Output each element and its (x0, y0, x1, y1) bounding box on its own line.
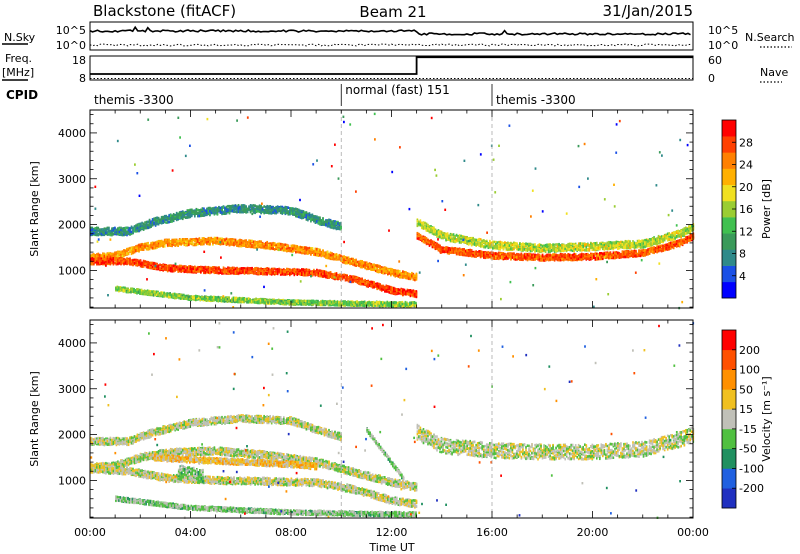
power-colorbar-swatch-3 (722, 233, 736, 249)
power-colorbar-tick-0: 28 (739, 136, 753, 149)
velocity-colorbar-swatch-1 (722, 468, 736, 488)
cpid-label: CPID (6, 88, 38, 102)
velocity-colorbar-swatch-0 (722, 488, 736, 508)
velocity-colorbar-swatch-5 (722, 389, 736, 409)
nave-tick-bottom: 0 (708, 72, 715, 85)
mhz-label: [MHz] (2, 66, 34, 79)
velocity-colorbar-tick-7: -200 (739, 482, 764, 495)
velocity-y-tick-2: 3000 (58, 383, 86, 396)
freq-trace (90, 57, 693, 74)
velocity-colorbar-tick-4: -15 (739, 423, 757, 436)
noise-left-tick-bottom: 10^0 (56, 39, 86, 52)
x-tick-0: 00:00 (74, 526, 106, 539)
x-axis-label: Time UT (368, 541, 414, 554)
noise-right-tick-top: 10^5 (708, 24, 738, 37)
freq-panel: Freq. [MHz] 18 8 60 0 Nave (2, 52, 788, 85)
x-tick-4: 16:00 (476, 526, 508, 539)
n-search-label: N.Search (745, 31, 795, 44)
power-colorbar-tick-2: 20 (739, 181, 753, 194)
velocity-y-tick-1: 2000 (58, 429, 86, 442)
freq-tick-bottom: 8 (79, 72, 86, 85)
nave-label: Nave (760, 66, 788, 79)
cpid-panel: CPID themis -3300 normal (fast) 151 themis… (6, 83, 576, 107)
date-title: 31/Jan/2015 (603, 2, 694, 20)
velocity-colorbar-tick-6: -100 (739, 462, 764, 475)
power-colorbar-swatch-2 (722, 249, 736, 265)
power-y-tick-3: 4000 (58, 127, 86, 140)
velocity-y-tick-0: 1000 (58, 474, 86, 487)
x-tick-6: 00:00 (677, 526, 709, 539)
velocity-colorbar-swatch-6 (722, 370, 736, 390)
power-colorbar: 28 24 20 16 12 8 4 (722, 120, 753, 298)
power-colorbar-swatch-6 (722, 185, 736, 201)
velocity-colorbar-swatch-8 (722, 330, 736, 350)
velocity-y-tick-3: 4000 (58, 337, 86, 350)
n-sky-trace (90, 27, 691, 35)
power-colorbar-tick-5: 8 (739, 248, 746, 261)
n-search-trace (90, 44, 691, 46)
velocity-colorbar-swatch-2 (722, 449, 736, 469)
n-sky-label: N.Sky (4, 31, 36, 44)
x-tick-2: 08:00 (275, 526, 307, 539)
power-colorbar-swatch-8 (722, 152, 736, 168)
velocity-colorbar-label: Velocity [m s⁻¹] (760, 376, 773, 461)
x-axis: 00:00 04:00 08:00 12:00 16:00 20:00 00:00 (74, 526, 709, 539)
power-colorbar-tick-4: 12 (739, 225, 753, 238)
radar-summary-plot: Blackstone (fitACF) Beam 21 31/Jan/2015 … (0, 0, 800, 554)
freq-label: Freq. (5, 52, 32, 65)
noise-left-tick-top: 10^5 (56, 24, 86, 37)
power-colorbar-label: Power [dB] (760, 179, 773, 239)
freq-tick-top: 18 (72, 54, 86, 67)
noise-panel: N.Sky 10^5 10^0 10^5 10^0 N.Search (2, 22, 795, 52)
power-colorbar-tick-3: 16 (739, 203, 753, 216)
power-colorbar-swatch-0 (722, 282, 736, 298)
station-title: Blackstone (fitACF) (93, 2, 236, 20)
velocity-colorbar-tick-5: -50 (739, 443, 757, 456)
velocity-colorbar: 200 100 50 15 -15 -50 -100 -200 (722, 330, 764, 508)
velocity-colorbar-swatch-4 (722, 409, 736, 429)
cpid-segment-2: themis -3300 (496, 93, 576, 107)
velocity-colorbar-tick-0: 200 (739, 344, 760, 357)
x-tick-5: 20:00 (577, 526, 609, 539)
power-colorbar-tick-6: 4 (739, 270, 746, 283)
nave-tick-top: 60 (708, 54, 722, 67)
cpid-segment-1: normal (fast) 151 (345, 83, 449, 97)
cpid-segment-0: themis -3300 (94, 93, 174, 107)
power-ylabel: Slant Range [km] (28, 161, 41, 257)
x-tick-3: 12:00 (376, 526, 408, 539)
velocity-panel: 1000 2000 3000 4000 Slant Range [km] (28, 320, 694, 519)
power-y-tick-0: 1000 (58, 264, 86, 277)
power-panel: 1000 2000 3000 4000 Slant Range [km] (28, 110, 694, 309)
velocity-colorbar-swatch-7 (722, 350, 736, 370)
velocity-colorbar-tick-3: 15 (739, 403, 753, 416)
velocity-colorbar-tick-2: 50 (739, 383, 753, 396)
power-colorbar-swatch-9 (722, 136, 736, 152)
power-y-tick-2: 3000 (58, 173, 86, 186)
power-colorbar-swatch-10 (722, 120, 736, 136)
velocity-ylabel: Slant Range [km] (28, 371, 41, 467)
power-colorbar-swatch-1 (722, 266, 736, 282)
beam-title: Beam 21 (359, 3, 426, 21)
power-colorbar-tick-1: 24 (739, 159, 753, 172)
noise-right-tick-bottom: 10^0 (708, 39, 738, 52)
power-y-tick-1: 2000 (58, 219, 86, 232)
x-tick-1: 04:00 (175, 526, 207, 539)
velocity-colorbar-swatch-3 (722, 429, 736, 449)
power-colorbar-swatch-7 (722, 169, 736, 185)
velocity-colorbar-tick-1: 100 (739, 364, 760, 377)
